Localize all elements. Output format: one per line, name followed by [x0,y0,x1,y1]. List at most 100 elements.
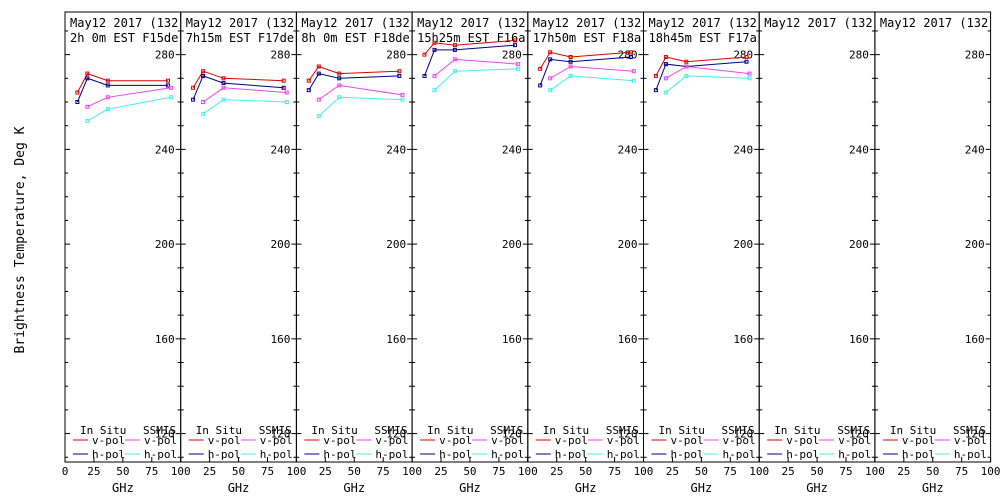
data-point-ssmis_h [105,107,110,112]
series-line-insitu_v [192,70,284,89]
series-line-ssmis_v [318,84,403,101]
y-tick-label: 120 [965,428,985,441]
legend-insitu-hpol-label: h-pol [323,448,356,461]
data-point-ssmis_v [337,83,342,88]
x-tick-label: 50 [579,465,592,478]
y-tick-label: 280 [965,49,985,62]
data-point-ssmis_v [284,90,289,95]
panel-frame [295,11,413,463]
data-point-ssmis_v [316,97,321,102]
data-point-insitu_v [422,52,427,57]
legend-insitu-vpol-label: v-pol [439,434,472,447]
legend-ssmis-hpol-label: h-pol [375,448,408,461]
data-point-ssmis_v [400,92,405,97]
legend-ssmis-vpol-label: v-pol [260,434,293,447]
panel-2: May12 2017 (132)7h15m EST F17des 120 160 20… [180,11,306,495]
panel-title: May12 2017 (132) [880,16,996,30]
data-point-insitu_h [538,83,543,88]
data-point-insitu_h [85,76,90,81]
data-point-insitu_h [653,88,658,93]
data-point-insitu_v [201,69,206,74]
panel-subtitle: 18h45m EST F17asc [649,31,772,45]
legend-insitu-heading: In Situ [890,424,936,437]
data-point-ssmis_v [169,85,174,90]
data-point-insitu_h [513,43,518,48]
data-point-ssmis_h [631,78,636,83]
data-point-insitu_v [653,73,658,78]
legend-ssmis-hpol-label: h-pol [144,448,177,461]
x-tick-label: 100 [518,465,538,478]
data-point-insitu_h [548,57,553,62]
x-axis-label: GHz [922,481,944,495]
data-point-insitu_v [191,85,196,90]
data-point-insitu_h [165,83,170,88]
legend-ssmis-heading: SSMIS [953,424,986,437]
legend-insitu-heading: In Situ [543,424,589,437]
data-point-ssmis_v [85,104,90,109]
y-tick-label: 160 [849,333,869,346]
x-tick-label: 25 [319,465,332,478]
y-tick-label: 240 [965,143,985,156]
legend-ssmis-vpol-label: v-pol [375,434,408,447]
legend-insitu-vpol-label: v-pol [323,434,356,447]
data-point-ssmis_h [337,95,342,100]
legend-ssmis-hpol-label: h-pol [607,448,640,461]
x-tick-label: 100 [286,465,306,478]
data-point-insitu_h [221,81,226,86]
data-point-insitu_v [397,69,402,74]
y-tick-label: 280 [502,49,522,62]
legend-insitu-heading: In Situ [80,424,126,437]
y-tick-label: 280 [849,49,869,62]
series-line-ssmis_v [434,58,519,77]
data-point-ssmis_v [631,69,636,74]
x-tick-label: 50 [348,465,361,478]
series-line-ssmis_h [318,96,403,117]
data-point-insitu_v [452,43,457,48]
data-point-ssmis_v [747,71,752,76]
data-point-insitu_v [316,64,321,69]
data-point-insitu_v [538,66,543,71]
y-tick-label: 200 [849,238,869,251]
panel-1: May12 2017 (132)2h 0m EST F15des 120 160 20… [62,11,191,495]
y-tick-label: 240 [618,143,638,156]
legend-insitu-vpol-label: v-pol [671,434,704,447]
x-tick-label: 75 [724,465,737,478]
data-point-insitu_h [568,59,573,64]
data-point-insitu_h [306,88,311,93]
y-tick-label: 200 [502,238,522,251]
panel-frame [643,11,760,463]
y-tick-label: 160 [965,333,985,346]
data-point-ssmis_h [169,95,174,100]
legend-insitu-vpol-label: v-pol [208,434,241,447]
legend-insitu-heading: In Situ [427,424,473,437]
panel-frame [64,11,182,463]
y-tick-label: 240 [733,143,753,156]
y-axis-label: Brightness Temperature, Deg K [13,126,28,353]
y-tick-label: 200 [733,238,753,251]
data-point-insitu_v [281,78,286,83]
y-tick-label: 280 [155,49,175,62]
x-tick-label: 75 [492,465,505,478]
y-tick-label: 160 [733,333,753,346]
data-point-ssmis_h [201,111,206,116]
legend-insitu-hpol-label: h-pol [786,448,819,461]
legend-insitu-heading: In Situ [311,424,357,437]
series-line-insitu_v [539,51,631,70]
y-tick-label: 160 [386,333,406,346]
series-line-insitu_v [308,65,400,81]
x-tick-label: 75 [145,465,158,478]
data-point-ssmis_v [663,76,668,81]
y-tick-label: 160 [155,333,175,346]
legend-insitu-hpol-label: h-pol [555,448,588,461]
x-tick-label: 100 [402,465,422,478]
x-axis-label: GHz [691,481,713,495]
y-tick-label: 160 [271,333,291,346]
data-point-insitu_v [337,71,342,76]
data-point-insitu_v [548,50,553,55]
legend-ssmis-hpol-label: h-pol [260,448,293,461]
data-point-ssmis_h [85,118,90,123]
legend-ssmis-vpol-label: v-pol [144,434,177,447]
data-point-insitu_v [165,78,170,83]
panel-title: May12 2017 (132) [301,16,417,30]
